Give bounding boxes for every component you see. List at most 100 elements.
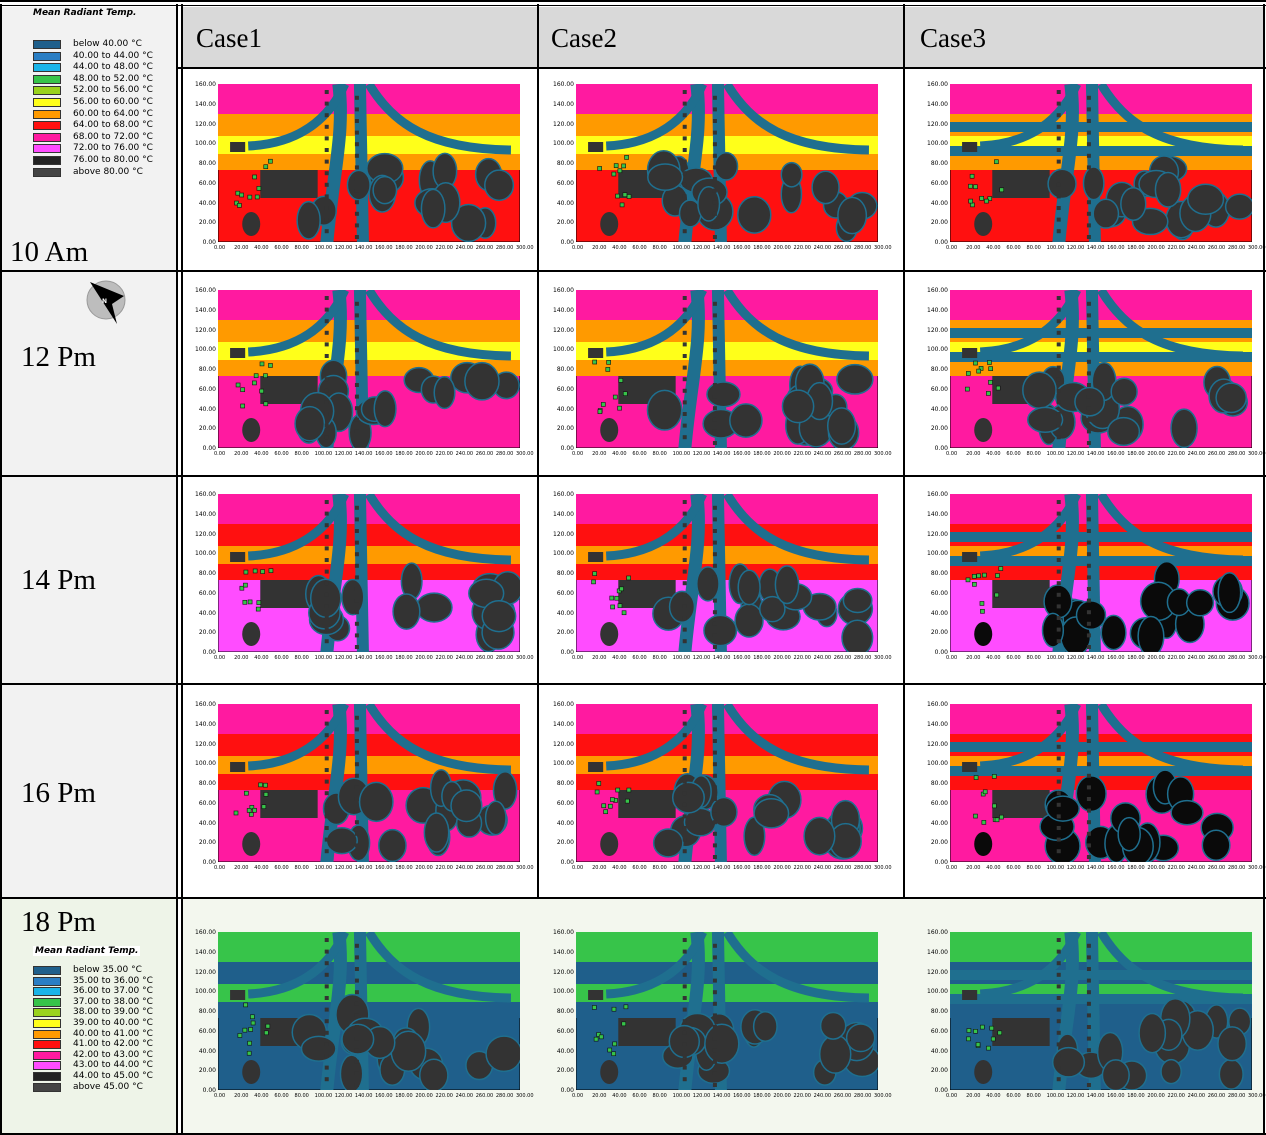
y-tick-label: 0.00 xyxy=(934,239,948,246)
map-tree-marker xyxy=(1056,961,1061,966)
map-building xyxy=(230,990,246,1000)
map-tree-marker xyxy=(682,972,687,977)
map-tree-marker xyxy=(682,148,687,152)
map-vegetation-marker xyxy=(243,582,248,588)
map-tree-mass xyxy=(450,789,483,823)
map-tree-marker xyxy=(354,750,359,755)
map-tree-marker xyxy=(324,90,329,94)
x-tick-label: 300.00 xyxy=(1248,451,1266,457)
x-tick-label: 0.00 xyxy=(572,245,584,251)
row-divider xyxy=(0,683,1266,685)
map-tree-marker xyxy=(682,182,687,187)
map-tree-mass xyxy=(1224,193,1252,220)
x-tick-label: 80.00 xyxy=(294,655,309,661)
map-tree-marker xyxy=(324,412,329,416)
x-tick-label: 200.00 xyxy=(415,1093,433,1099)
map-tree-marker xyxy=(1056,627,1061,632)
map-tree-mass xyxy=(296,200,321,240)
x-tick-label: 160.00 xyxy=(375,1093,393,1099)
map-tree-marker xyxy=(1086,1036,1091,1041)
y-tick-label: 20.00 xyxy=(198,425,216,433)
y-tick-label: 100.00 xyxy=(927,140,948,148)
x-tick-label: 0.00 xyxy=(214,655,226,661)
x-tick-label: 200.00 xyxy=(1147,655,1165,661)
map-tree-marker xyxy=(712,336,717,341)
map-tree-marker xyxy=(682,814,687,819)
x-tick-label: 20.00 xyxy=(966,245,981,251)
y-tick-label: 80.00 xyxy=(198,570,216,577)
map-band xyxy=(576,524,878,546)
x-tick-label: 280.00 xyxy=(495,451,514,457)
map-vegetation-marker xyxy=(968,198,973,204)
map-tree-mass xyxy=(737,196,772,234)
map-tree-marker xyxy=(354,563,359,568)
map-tree-marker xyxy=(1056,124,1061,129)
map-tree-marker xyxy=(682,194,687,199)
x-tick-label: 220.00 xyxy=(1167,451,1185,457)
mrt-map-12pm-case1 xyxy=(218,290,520,448)
map-tree-marker xyxy=(712,1001,717,1006)
mrt-map-10am-case2 xyxy=(576,84,878,242)
y-tick-label: 80.00 xyxy=(930,1008,948,1015)
y-tick-label: 100.00 xyxy=(927,988,948,996)
map-road xyxy=(605,932,707,999)
y-tick-label: 100.00 xyxy=(195,988,216,996)
map-vegetation-marker xyxy=(243,1002,248,1008)
map-tree-mass xyxy=(647,163,684,191)
x-tick-label: 80.00 xyxy=(294,1093,309,1099)
y-tick-label: 60.00 xyxy=(556,179,574,187)
map-tree-marker xyxy=(1086,394,1091,399)
y-tick-label: 100.00 xyxy=(553,140,574,148)
x-tick-label: 80.00 xyxy=(1026,655,1041,661)
map-tree-marker xyxy=(682,1054,687,1058)
map-vegetation-marker xyxy=(622,391,628,396)
map-tree-marker xyxy=(324,779,329,784)
map-tree-marker xyxy=(1086,235,1091,239)
map-tree-marker xyxy=(712,359,717,364)
map-tree-marker xyxy=(682,90,687,94)
map-tree-marker xyxy=(1056,377,1061,382)
x-tick-label: 60.00 xyxy=(1006,655,1021,661)
map-band xyxy=(576,734,878,756)
map-tree-marker xyxy=(682,400,687,405)
map-road xyxy=(353,494,369,652)
map-tree-mass xyxy=(1045,795,1080,822)
row-divider xyxy=(0,475,1266,477)
map-tree-marker xyxy=(682,330,687,335)
map-tree-marker xyxy=(1086,773,1091,778)
x-tick-label: 0.00 xyxy=(214,1093,226,1099)
map-tree-mass xyxy=(1215,382,1248,414)
header-case3-cell: Case3 xyxy=(905,7,1263,67)
map-road xyxy=(723,290,869,361)
map-vegetation-marker xyxy=(246,1050,252,1056)
x-tick-label: 160.00 xyxy=(375,451,393,457)
map-band xyxy=(576,564,878,580)
y-tick-label: 40.00 xyxy=(930,1047,948,1055)
map-tree-marker xyxy=(682,627,687,632)
map-tree-marker xyxy=(1056,435,1061,440)
x-tick-label: 240.00 xyxy=(1187,865,1206,871)
map-tree-marker xyxy=(1056,996,1061,1000)
map-band xyxy=(218,962,520,984)
map-vegetation-marker xyxy=(990,1036,996,1042)
map-vegetation-marker xyxy=(603,809,608,815)
map-tree-mass xyxy=(242,622,261,646)
map-vegetation-marker xyxy=(998,566,1004,571)
map-vegetation-marker xyxy=(237,1033,243,1038)
x-tick-label: 40.00 xyxy=(612,1093,627,1099)
map-vegetation-marker xyxy=(253,373,259,379)
mrt-map-14pm-case3 xyxy=(950,494,1252,652)
map-tree-marker xyxy=(682,124,687,129)
map-tree-marker xyxy=(1056,194,1061,199)
map-road xyxy=(365,494,511,565)
map-tree-marker xyxy=(712,621,717,626)
x-tick-label: 220.00 xyxy=(435,245,453,251)
x-tick-label: 280.00 xyxy=(495,865,514,871)
y-tick-label: 40.00 xyxy=(930,199,948,207)
x-tick-label: 40.00 xyxy=(986,245,1001,251)
map-tree-marker xyxy=(1056,1007,1061,1012)
map-tree-mass xyxy=(1047,168,1077,200)
y-tick-label: 120.00 xyxy=(927,530,948,538)
y-tick-label: 160.00 xyxy=(195,81,216,88)
map-tree-marker xyxy=(682,354,687,358)
